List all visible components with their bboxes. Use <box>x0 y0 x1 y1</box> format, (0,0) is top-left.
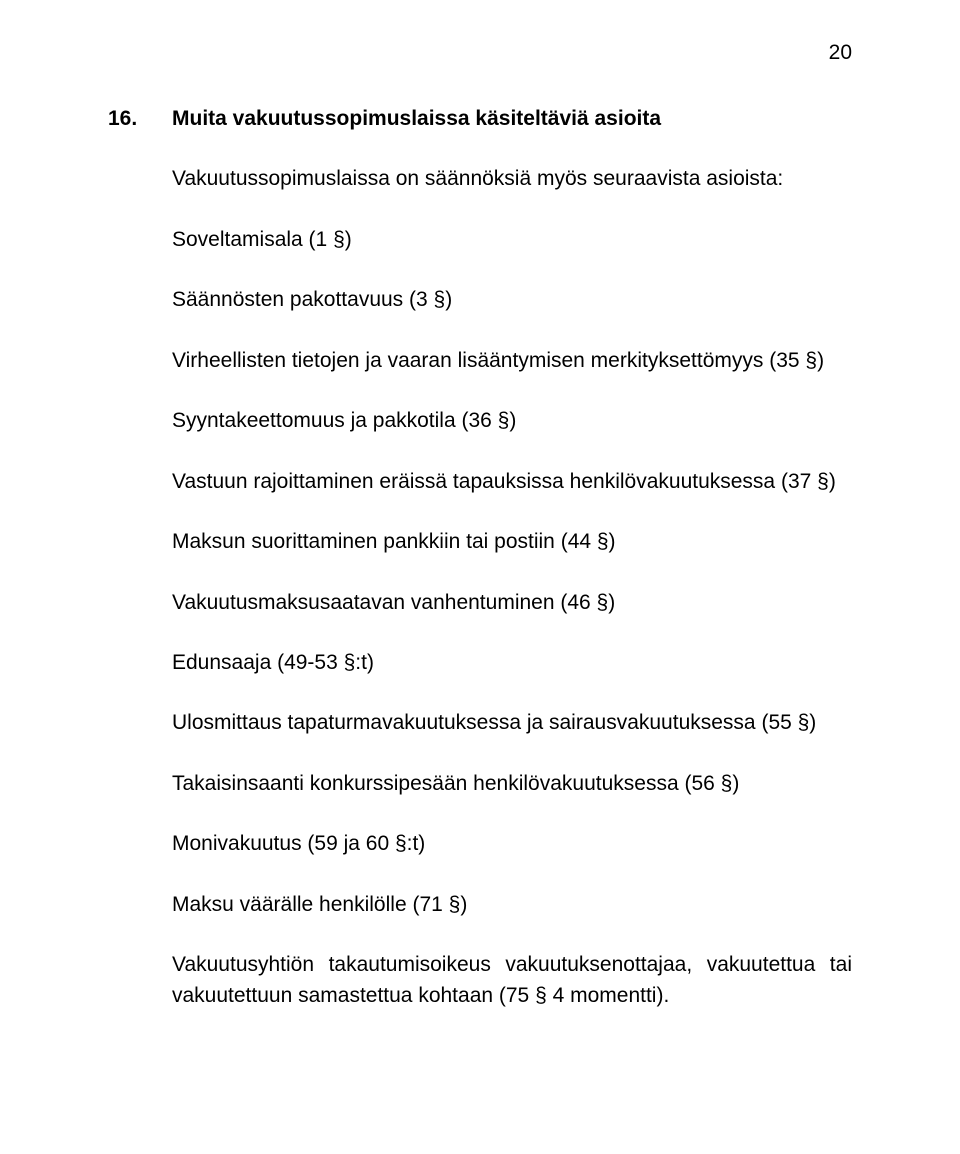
list-item: Säännösten pakottavuus (3 §) <box>172 285 852 315</box>
list-item: Vastuun rajoittaminen eräissä tapauksiss… <box>172 467 852 497</box>
list-item: Maksun suorittaminen pankkiin tai postii… <box>172 527 852 557</box>
page-number: 20 <box>829 38 852 68</box>
section-header: 16. Muita vakuutussopimuslaissa käsitelt… <box>108 104 852 134</box>
list-item: Syyntakeettomuus ja pakkotila (36 §) <box>172 406 852 436</box>
list-item: Vakuutusmaksusaatavan vanhentuminen (46 … <box>172 588 852 618</box>
section-number: 16. <box>108 104 172 134</box>
list-item: Ulosmittaus tapaturmavakuutuksessa ja sa… <box>172 708 852 738</box>
section-intro: Vakuutussopimuslaissa on säännöksiä myös… <box>172 164 852 194</box>
list-item: Soveltamisala (1 §) <box>172 225 852 255</box>
list-item: Virheellisten tietojen ja vaaran lisäänt… <box>172 346 852 376</box>
document-page: 20 16. Muita vakuutussopimuslaissa käsit… <box>0 0 960 1154</box>
list-item: Takaisinsaanti konkurssipesään henkilöva… <box>172 769 852 799</box>
list-item: Maksu väärälle henkilölle (71 §) <box>172 890 852 920</box>
list-item: Vakuutusyhtiön takautumisoikeus vakuutuk… <box>172 950 852 1011</box>
item-list: Soveltamisala (1 §) Säännösten pakottavu… <box>172 225 852 1011</box>
list-item: Monivakuutus (59 ja 60 §:t) <box>172 829 852 859</box>
section-title: Muita vakuutussopimuslaissa käsiteltäviä… <box>172 104 661 134</box>
list-item: Edunsaaja (49-53 §:t) <box>172 648 852 678</box>
